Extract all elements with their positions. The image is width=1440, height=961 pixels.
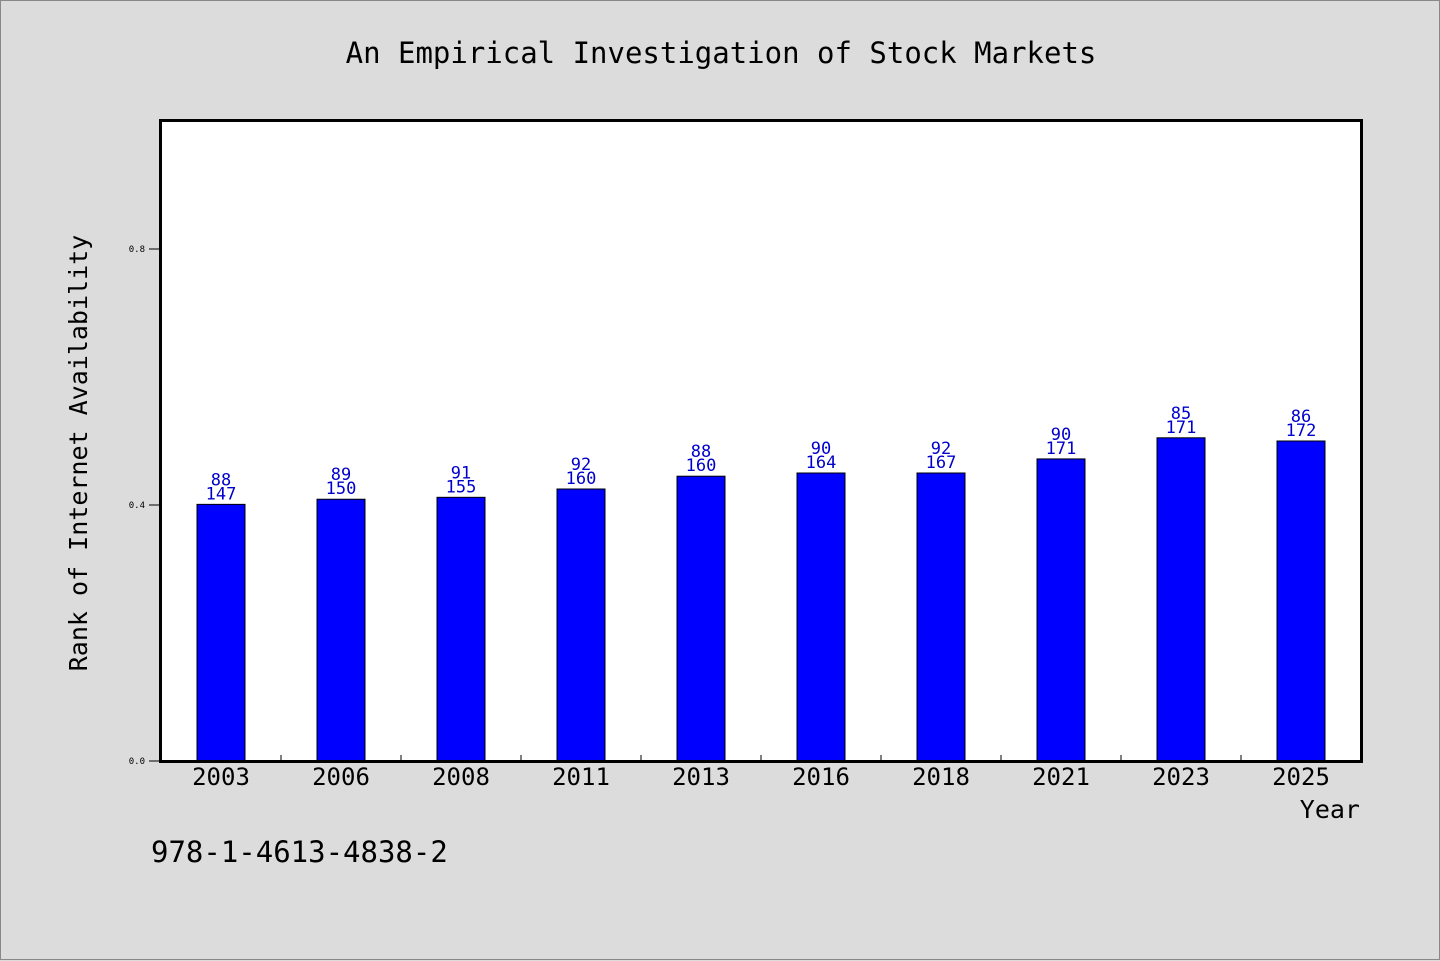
data-label-bottom: 164 bbox=[806, 453, 837, 473]
x-tick-label: 2018 bbox=[912, 763, 970, 791]
bar-2008 bbox=[436, 496, 486, 762]
data-label-top: 92 bbox=[571, 455, 591, 475]
bars-layer bbox=[196, 437, 1326, 762]
bar-2006 bbox=[316, 498, 366, 762]
plot-border bbox=[159, 119, 1363, 763]
data-label-bottom: 167 bbox=[926, 453, 957, 473]
bar-2018 bbox=[916, 472, 966, 762]
y-axis-label: Rank of Internet Availability bbox=[64, 235, 93, 672]
data-label-bottom: 147 bbox=[206, 484, 237, 504]
data-label-top: 88 bbox=[211, 470, 231, 490]
y-axis: 0.0 0.4 0.8 bbox=[129, 245, 161, 767]
bar-2011 bbox=[556, 488, 606, 762]
x-tick-label: 2023 bbox=[1152, 763, 1210, 791]
bar-2013 bbox=[676, 475, 726, 762]
data-label-top: 90 bbox=[1051, 425, 1071, 445]
data-label-top: 92 bbox=[931, 439, 951, 459]
bar-2023 bbox=[1156, 437, 1206, 762]
bar-2016 bbox=[796, 472, 846, 762]
data-label-bottom: 171 bbox=[1166, 418, 1197, 438]
bar-2003 bbox=[196, 503, 246, 762]
x-tick-label: 2011 bbox=[552, 763, 610, 791]
data-label-top: 91 bbox=[451, 463, 471, 483]
x-tick-label: 2025 bbox=[1272, 763, 1330, 791]
x-tick-label: 2008 bbox=[432, 763, 490, 791]
chart-title: An Empirical Investigation of Stock Mark… bbox=[346, 36, 1097, 70]
data-label-top: 88 bbox=[691, 442, 711, 462]
data-label-bottom: 150 bbox=[326, 479, 357, 499]
data-label-top: 89 bbox=[331, 465, 351, 485]
data-label-top: 90 bbox=[811, 439, 831, 459]
x-axis-label: Year bbox=[1300, 795, 1360, 824]
data-label-bottom: 160 bbox=[686, 456, 717, 476]
data-label-bottom: 160 bbox=[566, 469, 597, 489]
y-tick-label: 0.0 bbox=[129, 757, 145, 767]
data-label-bottom: 171 bbox=[1046, 439, 1077, 459]
x-tick-label: 2003 bbox=[192, 763, 250, 791]
x-tick-label: 2016 bbox=[792, 763, 850, 791]
data-label-bottom: 172 bbox=[1286, 421, 1317, 441]
bar-2025 bbox=[1276, 440, 1326, 762]
bar-2021 bbox=[1036, 458, 1086, 762]
data-label-top: 85 bbox=[1171, 404, 1191, 424]
x-axis: 2003 2006 2008 2011 2013 2016 2018 2021 2023 2025 bbox=[192, 755, 1330, 791]
y-tick-label: 0.8 bbox=[129, 245, 145, 255]
x-tick-label: 2013 bbox=[672, 763, 730, 791]
data-label-bottom: 155 bbox=[446, 477, 477, 497]
x-tick-label: 2021 bbox=[1032, 763, 1090, 791]
isbn-text: 978-1-4613-4838-2 bbox=[151, 835, 448, 869]
x-tick-label: 2006 bbox=[312, 763, 370, 791]
y-tick-label: 0.4 bbox=[129, 501, 145, 511]
data-label-top: 86 bbox=[1291, 407, 1311, 427]
